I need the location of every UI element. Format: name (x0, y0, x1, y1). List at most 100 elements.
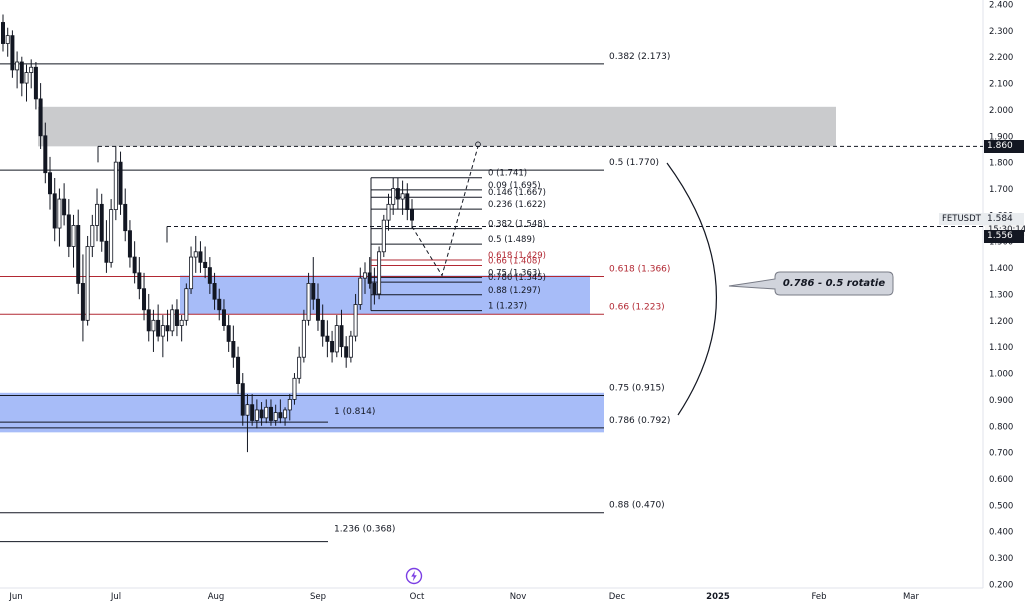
candle (174, 299, 179, 337)
candle-body (48, 172, 53, 195)
price-axis-tick: 1.100 (989, 343, 1013, 353)
candle-body (15, 61, 20, 71)
price-axis-tick: 2.000 (989, 106, 1013, 116)
candle-body (217, 298, 222, 311)
candle (212, 272, 217, 310)
candle (226, 315, 231, 352)
candle (43, 122, 48, 184)
candle (330, 330, 335, 363)
candle (381, 214, 386, 258)
candle (142, 272, 147, 321)
candle-body (254, 409, 259, 421)
candle-body (348, 335, 353, 358)
candle-body (71, 225, 76, 247)
candle-body (80, 283, 85, 321)
candle (400, 180, 405, 215)
candle-body (10, 35, 15, 71)
candle-body (113, 161, 118, 211)
projection-path (411, 146, 479, 277)
price-axis-tick: 2.200 (989, 53, 1013, 63)
candle (38, 83, 43, 149)
candle-body (278, 412, 283, 419)
candle-body (127, 230, 132, 258)
candle (344, 336, 349, 368)
candle-body (283, 409, 288, 419)
candle (62, 183, 67, 226)
fib-local-label: 0.5 (1.489) (488, 235, 535, 245)
candle-body (33, 66, 38, 100)
candle-body (198, 251, 203, 263)
candle-body (24, 72, 29, 84)
candle (405, 183, 410, 221)
fib-local-label: 0.66 (1.408) (488, 256, 541, 266)
candle-body (259, 409, 264, 419)
candle (109, 199, 114, 268)
fib-level-label: 0.66 (1.223) (609, 302, 665, 312)
price-axis-tick: 0.900 (989, 396, 1013, 406)
candle (5, 27, 10, 57)
candle (301, 309, 306, 363)
fib-local-label: 0.09 (1.695) (488, 181, 541, 191)
candle-body (123, 203, 128, 232)
candle-body (52, 193, 57, 229)
candle-body (264, 406, 269, 419)
candle (353, 293, 358, 342)
time-axis-tick: Feb (811, 592, 826, 602)
time-axis-tick: Jul (110, 592, 121, 602)
candle-body (405, 193, 410, 211)
candle (33, 61, 38, 110)
candle-body (170, 309, 175, 332)
candle (278, 399, 283, 424)
candle-body (386, 203, 391, 221)
candle (184, 283, 189, 326)
fib-local-label: 0 (1.741) (488, 169, 527, 179)
candle (320, 304, 325, 347)
symbol-tag: FETUSDT (939, 213, 984, 226)
candle-body (29, 66, 34, 73)
candle (160, 315, 165, 358)
fib-extra-label: 1.236 (0.368) (334, 525, 395, 535)
candle (221, 299, 226, 331)
fib-level-label: 0.382 (2.173) (609, 52, 670, 62)
price-axis-tick: 1.300 (989, 290, 1013, 300)
price-axis-tick: 0.200 (989, 580, 1013, 590)
candle-body (236, 356, 241, 384)
projection-end-marker (475, 141, 481, 148)
candle-body (231, 341, 236, 358)
candle (273, 404, 278, 426)
candle-body (5, 35, 10, 44)
candle-body (409, 209, 414, 221)
candle (118, 151, 123, 215)
price-axis-tick: 0.600 (989, 475, 1013, 485)
time-axis-tick: Dec (609, 592, 626, 602)
candle (409, 199, 414, 229)
candle-body (179, 319, 184, 326)
annotation-callout (728, 271, 894, 296)
candle (189, 246, 194, 294)
candle (362, 262, 367, 294)
price-axis-tick: 1.200 (989, 317, 1013, 327)
price-axis-tick: 1.000 (989, 370, 1013, 380)
candle (311, 257, 316, 310)
candle (207, 257, 212, 294)
candle-body (245, 404, 250, 416)
candle (15, 51, 20, 89)
fib-local-label: 0.236 (1.622) (488, 200, 546, 210)
fib-level-label: 0.5 (1.770) (609, 158, 659, 168)
candle-body (212, 283, 217, 300)
candle-body (344, 346, 349, 358)
candle (391, 177, 396, 215)
fib-local-label: 0.75 (1.363) (488, 268, 541, 278)
candle-body (367, 272, 372, 284)
candle-body (381, 219, 386, 253)
candle (0, 14, 6, 52)
candle (325, 320, 330, 358)
candle (386, 193, 391, 231)
candle (193, 235, 198, 273)
price-axis-tick: 0.400 (989, 528, 1013, 538)
time-axis-tick: 2025 (706, 592, 730, 602)
candle-body (189, 256, 194, 290)
candle (156, 304, 161, 342)
